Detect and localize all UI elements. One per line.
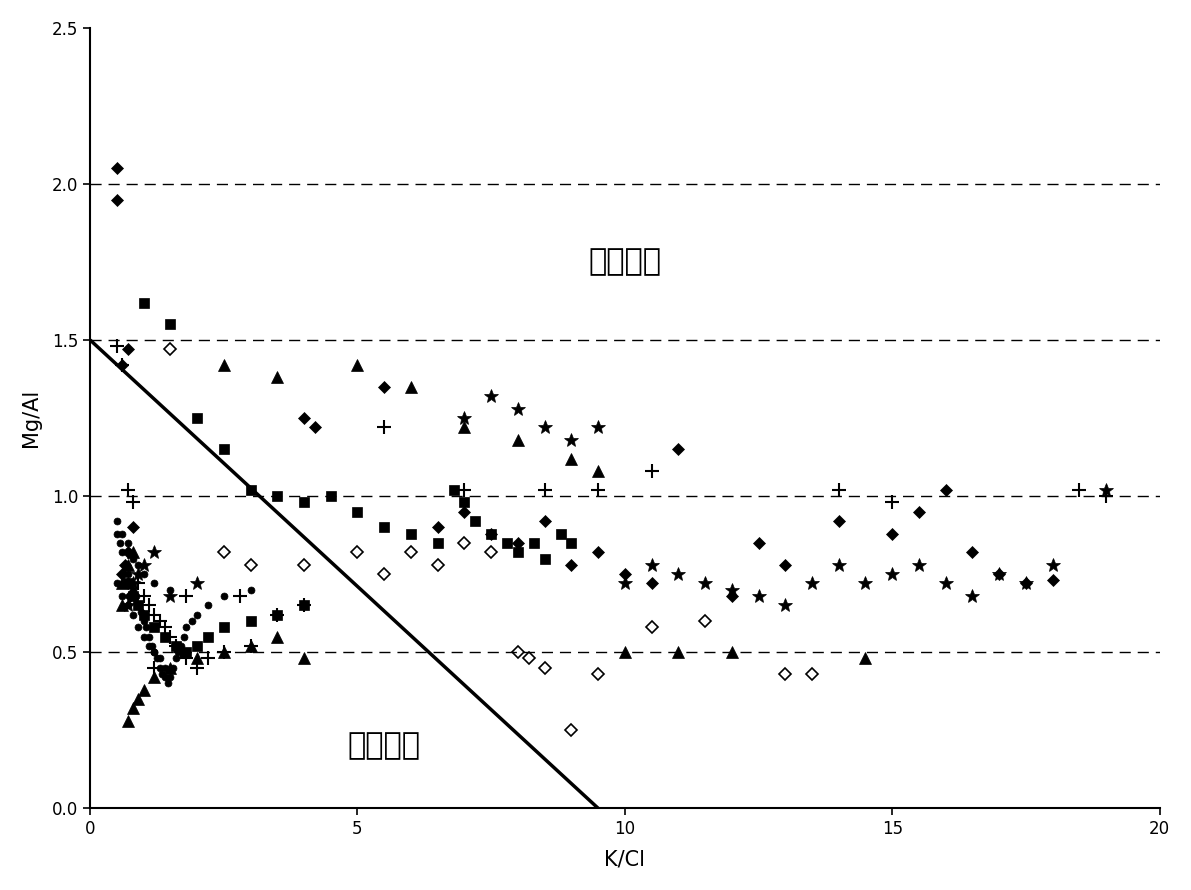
Text: 盐间泥岩: 盐间泥岩 [348, 732, 420, 760]
Y-axis label: Mg/Al: Mg/Al [20, 389, 40, 447]
Text: 盐底泥岩: 盐底泥岩 [588, 247, 661, 277]
X-axis label: K/Cl: K/Cl [604, 849, 646, 870]
